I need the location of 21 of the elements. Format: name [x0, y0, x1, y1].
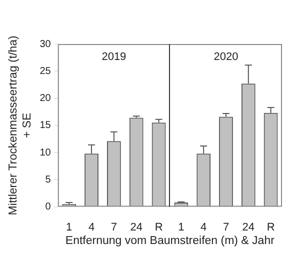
x-tick-label: 4 [200, 221, 207, 234]
x-tick-label: 4 [88, 221, 95, 234]
y-tick-label: 15 [40, 120, 52, 132]
annotation: 2020 [214, 51, 238, 64]
y-tick-label: 30 [40, 38, 52, 50]
x-tick-label: 24 [130, 221, 142, 234]
x-tick-label: 1 [66, 221, 72, 234]
x-tick-label: R [154, 221, 163, 234]
x-tick-label: 7 [222, 221, 230, 234]
x-tick-label: 1 [178, 221, 184, 234]
y-tick-label: 0 [45, 202, 52, 213]
annotation: 2019 [102, 51, 126, 64]
y-tick-label: 25 [40, 66, 52, 77]
x-tick-label: 24 [242, 221, 255, 234]
x-tick-label: 7 [110, 221, 117, 234]
y-tick-label: 5 [45, 174, 52, 186]
x-tick-label: R [266, 221, 275, 234]
y-tick-label: 10 [40, 147, 52, 158]
y-axis-title: Mittlerer Trockenmasseertrag (t/ha) + SE [7, 35, 34, 216]
y-tick-label: 20 [40, 93, 52, 104]
x-axis-title: Entfernung vom Baumstreifen (m) & Jahr [65, 234, 274, 247]
